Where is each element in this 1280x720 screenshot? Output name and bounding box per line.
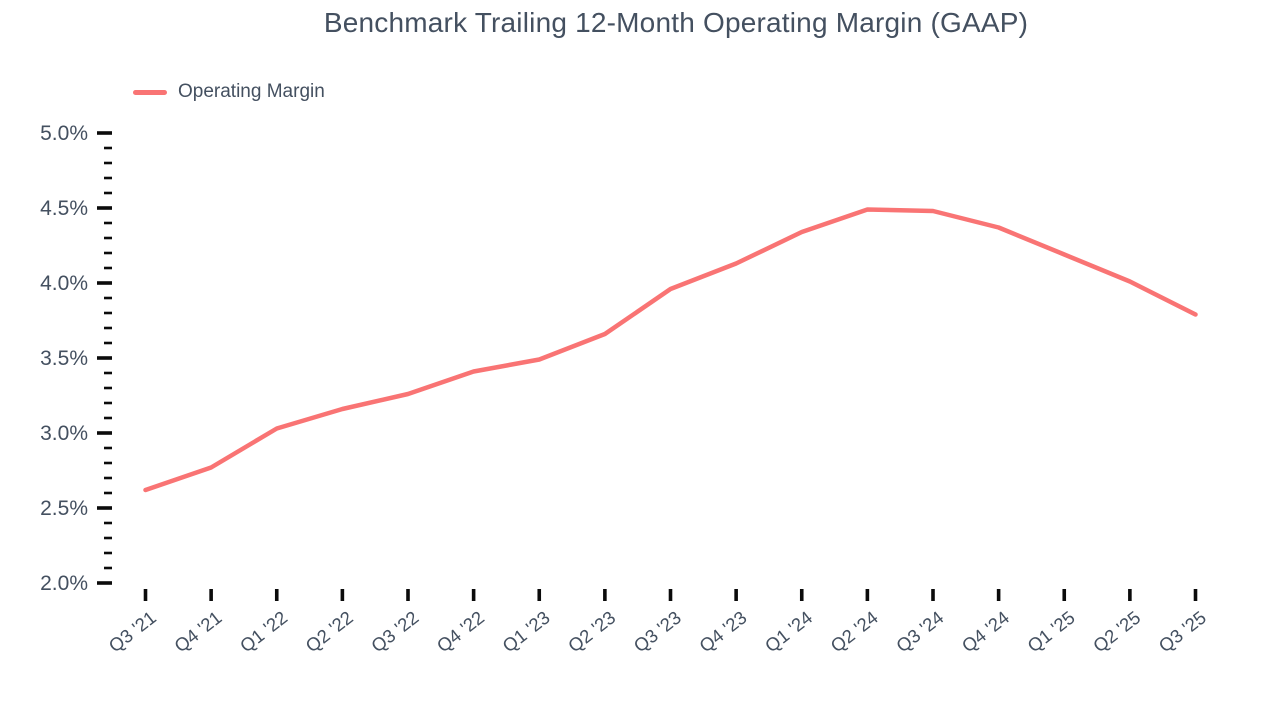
x-axis-tick-label: Q4 '23: [695, 607, 750, 657]
x-axis-tick-label: Q2 '22: [301, 607, 356, 657]
x-axis-tick-label: Q3 '23: [630, 607, 685, 657]
y-axis-tick-label: 3.5%: [40, 347, 88, 370]
y-axis-tick-label: 2.5%: [40, 497, 88, 520]
x-axis-tick-label: Q1 '24: [761, 607, 816, 657]
x-axis-tick-label: Q4 '24: [958, 607, 1013, 657]
legend-label: Operating Margin: [178, 81, 325, 102]
y-axis-tick-label: 2.0%: [40, 572, 88, 595]
x-axis-tick-label: Q1 '25: [1023, 607, 1078, 657]
y-axis-tick-label: 5.0%: [40, 122, 88, 145]
y-axis-tick-label: 4.5%: [40, 197, 88, 220]
x-axis-tick-label: Q2 '25: [1089, 607, 1144, 657]
chart-title: Benchmark Trailing 12-Month Operating Ma…: [323, 7, 1029, 38]
x-axis-tick-label: Q2 '24: [826, 607, 881, 657]
x-axis-tick-label: Q3 '24: [892, 607, 947, 657]
x-axis-tick-label: Q1 '23: [498, 607, 553, 657]
x-axis-tick-label: Q3 '21: [105, 607, 160, 657]
y-axis-tick-label: 3.0%: [40, 422, 88, 445]
x-axis-tick-label: Q3 '25: [1155, 607, 1210, 657]
legend: Operating Margin: [133, 81, 325, 103]
x-axis-tick-label: Q4 '22: [433, 607, 488, 657]
x-axis-tick-label: Q1 '22: [236, 607, 291, 657]
x-axis-tick-label: Q3 '22: [367, 607, 422, 657]
operating-margin-series-line: [143, 207, 1198, 493]
x-axis-tick-label: Q4 '21: [170, 607, 225, 657]
x-axis-tick-label: Q2 '23: [564, 607, 619, 657]
y-axis-tick-label: 4.0%: [40, 272, 88, 295]
legend-line-swatch: [133, 89, 167, 95]
